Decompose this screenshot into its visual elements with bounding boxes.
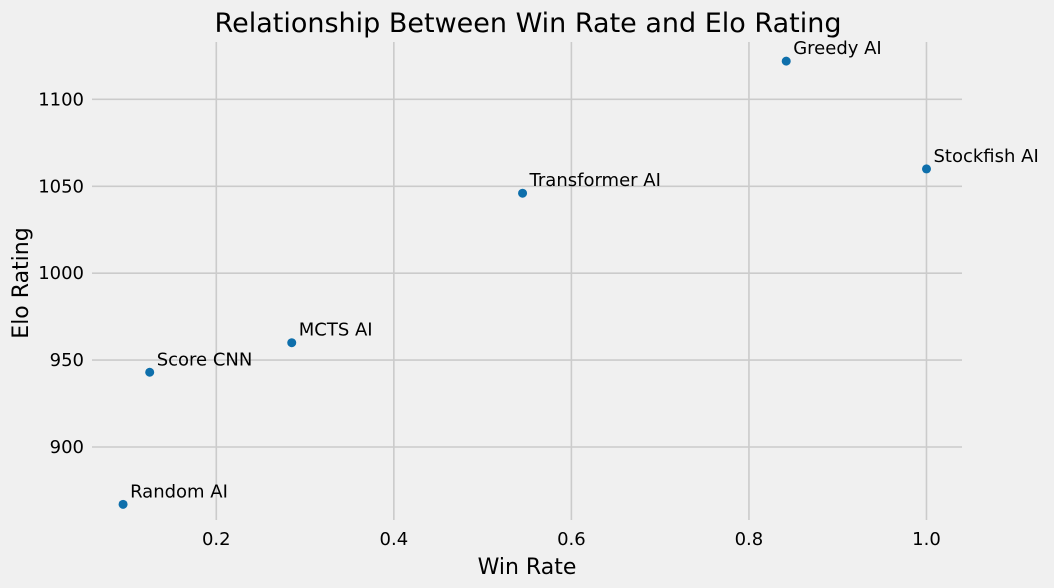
data-point [781, 56, 791, 66]
data-point [921, 164, 931, 174]
data-point-label: Random AI [130, 481, 228, 502]
y-tick-label: 1100 [38, 89, 84, 110]
data-point-label: MCTS AI [299, 320, 373, 341]
x-tick-label: 1.0 [912, 529, 941, 550]
x-tick-label: 0.6 [557, 529, 586, 550]
y-axis-label: Elo Rating [9, 227, 34, 338]
x-tick-label: 0.2 [202, 529, 231, 550]
y-tick-label: 1000 [38, 263, 84, 284]
y-tick-label: 900 [50, 437, 84, 458]
y-tick-label: 1050 [38, 176, 84, 197]
data-point-label: Stockfish AI [933, 146, 1038, 167]
data-point [118, 499, 128, 509]
data-point-label: Score CNN [157, 349, 253, 370]
x-tick-label: 0.4 [380, 529, 409, 550]
data-points: Random AI Score CNN MCTS AI Transformer AI G… [118, 38, 1039, 509]
x-axis-label: Win Rate [478, 555, 577, 580]
x-tick-label: 0.8 [735, 529, 764, 550]
data-point-label: Transformer AI [529, 170, 661, 191]
data-point-label: Greedy AI [793, 38, 882, 59]
axis-ticks: 0.2 0.4 0.6 0.8 1.0 900 950 1000 1050 1100 [38, 89, 941, 550]
grid-lines [92, 42, 962, 520]
y-tick-label: 950 [50, 350, 84, 371]
data-point [518, 188, 528, 198]
chart-title: Relationship Between Win Rate and Elo Ra… [215, 8, 842, 39]
data-point [287, 338, 297, 348]
data-point [145, 367, 155, 377]
